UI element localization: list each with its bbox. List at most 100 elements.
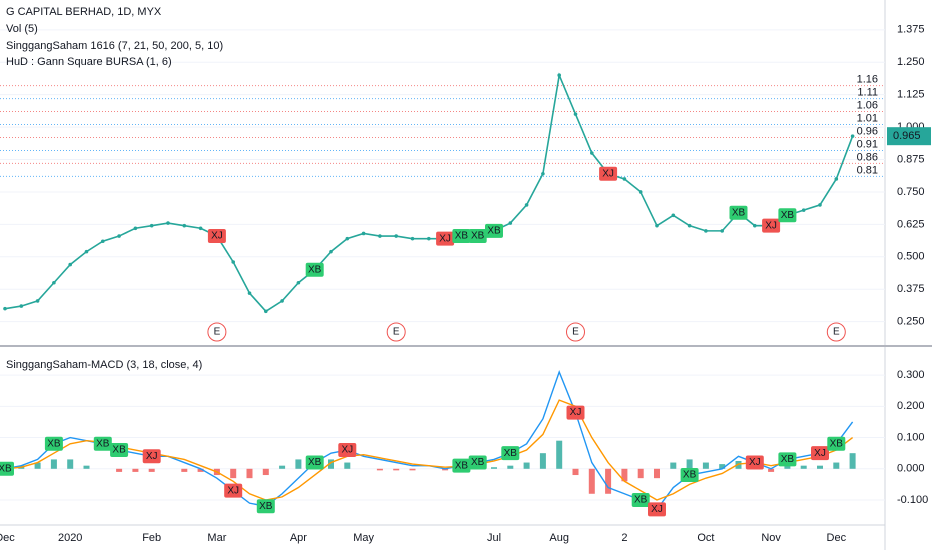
last-price-label: 0.965 [893, 130, 921, 142]
close-point [19, 304, 24, 308]
close-point [264, 309, 268, 314]
close-point [231, 260, 235, 264]
gann-level-label: 1.16 [857, 74, 878, 86]
histogram-bar [784, 465, 791, 469]
histogram-bar [523, 462, 530, 469]
earnings-label: E [833, 327, 840, 338]
signal-badge [207, 229, 226, 244]
gann-level-label: 0.96 [857, 125, 878, 137]
close-point [541, 171, 545, 176]
signal-label: XB [781, 454, 795, 465]
histogram-bar [67, 459, 74, 469]
macd-title: SinggangSaham-MACD (3, 18, close, 4) [6, 359, 202, 371]
close-point [345, 236, 350, 241]
signal-badge [778, 208, 797, 223]
close-point [394, 234, 399, 238]
close-point [524, 203, 529, 207]
signal-label: XJ [814, 448, 826, 459]
signal-label: XB [0, 463, 12, 474]
close-point [378, 234, 382, 238]
signal-label: XB [112, 445, 126, 456]
close-point [410, 236, 415, 241]
histogram-bar [132, 468, 139, 472]
y-tick-label: 0.875 [897, 153, 925, 165]
signal-badge [811, 446, 829, 461]
x-tick-label: Aug [549, 532, 569, 544]
histogram-bar [833, 462, 840, 469]
signal-badge [93, 436, 112, 451]
histogram-bar [670, 462, 677, 469]
y-tick-label: 0.375 [897, 283, 925, 295]
indicator-legend: HuD : Gann Square BURSA (1, 6) [6, 56, 172, 68]
histogram-bar [768, 468, 775, 472]
close-point [149, 223, 154, 228]
signal-badge [680, 468, 699, 483]
signal-badge [142, 449, 161, 464]
y-tick-label: -0.100 [897, 494, 928, 506]
earnings-marker [566, 322, 585, 342]
close-point [427, 236, 431, 241]
earnings-label: E [214, 327, 221, 338]
x-tick-label: Nov [761, 532, 781, 544]
signal-label: XJ [211, 231, 223, 242]
signal-badge [566, 405, 585, 420]
close-point [671, 213, 676, 218]
signal-badge [631, 493, 650, 508]
signal-label: XB [47, 438, 61, 449]
histogram-bar [556, 440, 563, 469]
close-point [622, 177, 627, 181]
signal-label: XB [308, 264, 322, 275]
y-tick-label: 1.000 [897, 121, 925, 133]
histogram-bar [637, 468, 644, 479]
signal-badge [762, 218, 781, 233]
close-point [687, 223, 692, 228]
x-tick-label: May [353, 532, 374, 544]
indicator-legend: SinggangSaham 1616 (7, 21, 50, 200, 5, 1… [6, 40, 223, 52]
last-price-box [887, 127, 931, 146]
close-point [3, 306, 7, 311]
signal-badge [827, 436, 846, 451]
close-point [329, 249, 333, 254]
signal-label: XB [634, 495, 648, 506]
close-point [182, 223, 187, 228]
histogram-bar [376, 468, 383, 471]
histogram-bar [295, 459, 302, 469]
earnings-label: E [393, 327, 400, 338]
histogram-bar [148, 468, 155, 472]
signal-badge [468, 455, 487, 470]
signal-label: XJ [570, 407, 582, 418]
signal-label: XB [830, 438, 844, 449]
gann-level-label: 1.11 [857, 86, 878, 98]
histogram-bar [197, 468, 204, 472]
signal-badge [436, 231, 455, 246]
x-tick-label: Oct [697, 532, 714, 544]
signal-badge [256, 499, 275, 514]
signal-badge [729, 205, 748, 220]
histogram-bar [588, 468, 595, 494]
close-point [590, 151, 594, 155]
close-point [704, 229, 708, 233]
signal-badge [648, 502, 666, 517]
close-point [834, 177, 839, 181]
signal-label: XB [732, 207, 746, 218]
signal-badge [110, 443, 129, 458]
close-point [573, 112, 578, 116]
signal-label: XB [96, 438, 110, 449]
histogram-bar [572, 468, 579, 476]
chart-title: G CAPITAL BERHAD, 1D, MYX [6, 6, 162, 18]
close-point [280, 299, 284, 303]
histogram-bar [539, 453, 546, 469]
signal-label: XJ [341, 445, 353, 456]
histogram-bar [654, 468, 660, 479]
histogram-bar [409, 468, 416, 471]
close-point [508, 221, 513, 225]
signal-badge [778, 452, 797, 467]
close-point [35, 299, 40, 303]
x-tick-label: Apr [290, 532, 307, 544]
close-point [68, 262, 72, 267]
signal-badge [44, 436, 63, 451]
x-tick-label: Feb [142, 532, 161, 544]
histogram-bar [50, 459, 57, 469]
signal-label: XB [259, 501, 273, 512]
gann-level-label: 1.01 [857, 112, 878, 124]
